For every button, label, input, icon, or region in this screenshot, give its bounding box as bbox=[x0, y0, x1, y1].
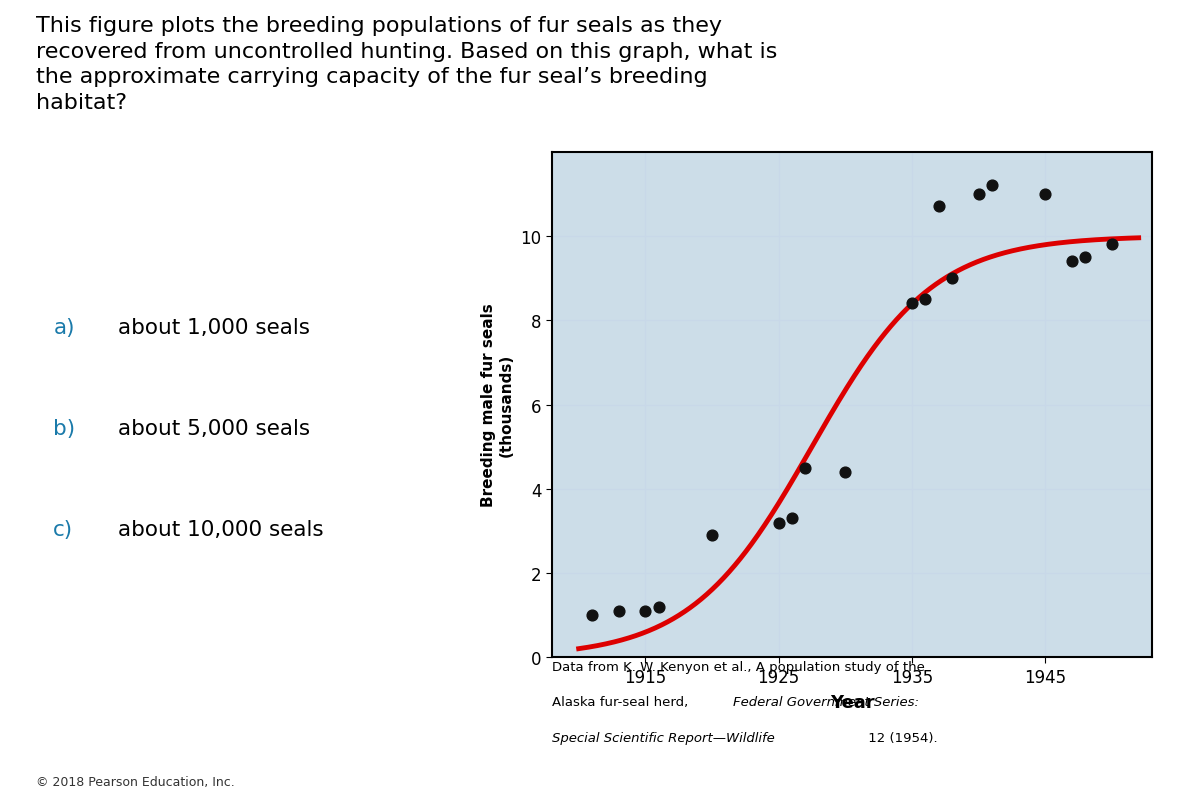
Point bbox=[582, 610, 601, 622]
Text: about 5,000 seals: about 5,000 seals bbox=[118, 419, 311, 439]
Text: 12 (1954).: 12 (1954). bbox=[864, 731, 937, 743]
Point bbox=[610, 605, 629, 618]
Point bbox=[970, 188, 989, 200]
Point bbox=[636, 605, 655, 618]
Text: c): c) bbox=[53, 520, 73, 540]
Text: Data from K. W. Kenyon et al., A population study of the: Data from K. W. Kenyon et al., A populat… bbox=[552, 660, 925, 673]
Point bbox=[1103, 238, 1122, 251]
Point bbox=[782, 512, 802, 525]
Text: about 1,000 seals: about 1,000 seals bbox=[118, 318, 310, 338]
Point bbox=[702, 529, 721, 542]
Text: Special Scientific Report—Wildlife: Special Scientific Report—Wildlife bbox=[552, 731, 775, 743]
Y-axis label: Breeding male fur seals
(thousands): Breeding male fur seals (thousands) bbox=[481, 303, 514, 507]
Point bbox=[649, 601, 668, 614]
Text: Federal Government Series:: Federal Government Series: bbox=[732, 695, 918, 708]
Point bbox=[929, 200, 948, 213]
Point bbox=[769, 516, 788, 529]
Point bbox=[1062, 255, 1081, 268]
Text: This figure plots the breeding populations of fur seals as they
recovered from u: This figure plots the breeding populatio… bbox=[36, 16, 778, 113]
Point bbox=[916, 294, 935, 306]
Point bbox=[942, 272, 961, 285]
Point bbox=[1036, 188, 1055, 200]
Text: Alaska fur-seal herd,: Alaska fur-seal herd, bbox=[552, 695, 692, 708]
Point bbox=[902, 298, 922, 310]
Point bbox=[835, 466, 854, 479]
Point bbox=[1075, 251, 1094, 264]
Text: b): b) bbox=[53, 419, 76, 439]
Text: about 10,000 seals: about 10,000 seals bbox=[118, 520, 324, 540]
X-axis label: Year: Year bbox=[829, 693, 875, 711]
Text: © 2018 Pearson Education, Inc.: © 2018 Pearson Education, Inc. bbox=[36, 776, 235, 788]
Text: a): a) bbox=[53, 318, 74, 338]
Point bbox=[983, 180, 1002, 192]
Point bbox=[796, 462, 815, 475]
